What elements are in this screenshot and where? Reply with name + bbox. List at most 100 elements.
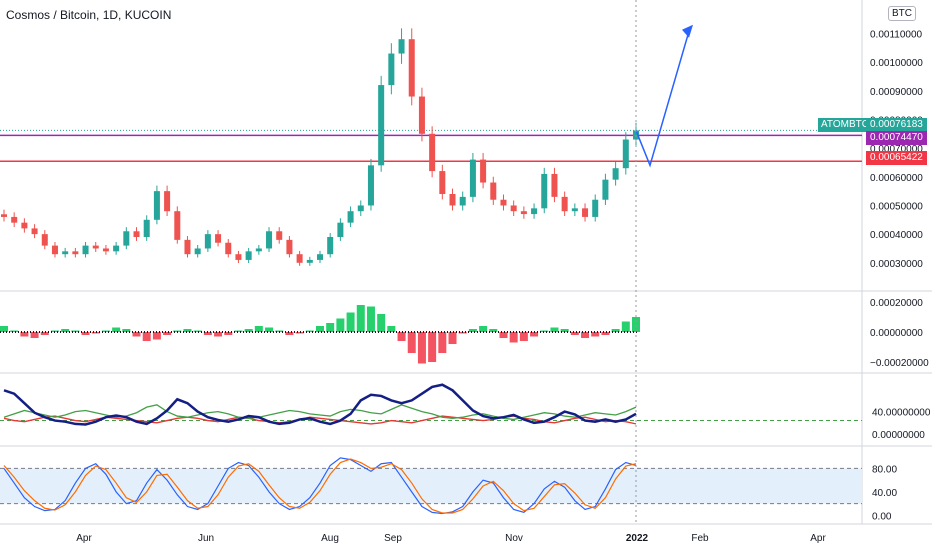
candle-body <box>378 85 385 166</box>
momentum-bar <box>142 332 151 341</box>
price-tick-label: 0.00100000 <box>870 58 923 69</box>
candle-body <box>337 222 344 237</box>
candle-body <box>398 39 405 54</box>
candle-body <box>449 194 456 206</box>
time-tick-label: Feb <box>691 533 709 544</box>
momentum-bar <box>61 329 70 332</box>
red-level-label: 0.00065422 <box>866 151 927 165</box>
momentum-bar <box>336 318 345 332</box>
momentum-bar <box>468 329 477 332</box>
momentum-bar <box>346 312 355 332</box>
candle-body <box>276 231 283 240</box>
momentum-bar <box>285 332 294 335</box>
candle-body <box>612 168 619 180</box>
price-tick-label: 0.00050000 <box>870 201 923 212</box>
momentum-bar <box>10 330 19 332</box>
momentum-bar <box>81 332 90 335</box>
candle-body <box>286 239 293 255</box>
candle-body <box>357 205 364 212</box>
candle-body <box>367 165 374 206</box>
stochastic-tick-label: 0.00 <box>872 511 892 522</box>
momentum-bar <box>224 332 233 335</box>
candle-body <box>245 251 252 260</box>
momentum-bar <box>632 317 640 332</box>
candle-body <box>408 39 415 97</box>
momentum-bar <box>326 323 335 332</box>
momentum-bar <box>20 332 29 337</box>
momentum-bar <box>570 332 579 335</box>
momentum-bar <box>152 332 161 340</box>
momentum-bar <box>489 329 498 332</box>
momentum-bar <box>132 332 141 337</box>
candle-body <box>520 211 527 215</box>
candle-body <box>21 222 28 229</box>
stochastic-tick-label: 40.00 <box>872 488 897 499</box>
momentum-bar <box>265 327 274 332</box>
time-tick-label: Sep <box>384 533 402 544</box>
candle-body <box>215 234 222 243</box>
candle-body <box>72 251 79 255</box>
candle-body <box>133 231 140 237</box>
momentum-tick-label: 0.00000000 <box>870 328 923 339</box>
chart-title: Cosmos / Bitcoin, 1D, KUCOIN <box>6 8 172 22</box>
momentum-bar <box>193 330 202 332</box>
momentum-bar <box>621 321 630 332</box>
momentum-bar <box>183 329 192 332</box>
momentum-tick-label: 0.00020000 <box>870 298 923 309</box>
momentum-bar <box>40 332 49 335</box>
momentum-bar <box>0 326 8 332</box>
directional-series-line <box>3 383 637 426</box>
momentum-bar <box>316 326 324 332</box>
candle-body <box>255 248 262 252</box>
momentum-bar <box>448 332 457 344</box>
stochastic-series-line <box>3 458 637 514</box>
projection-arrow <box>635 27 691 168</box>
candle-body <box>480 159 487 183</box>
candle-body <box>429 133 436 172</box>
candle-body <box>296 254 303 263</box>
price-tick-label: 0.00040000 <box>870 230 923 241</box>
candle-body <box>582 208 589 217</box>
momentum-bar <box>407 332 416 353</box>
candle-body <box>306 259 313 263</box>
momentum-bar <box>387 326 396 332</box>
candle-body <box>418 96 425 134</box>
candle-body <box>469 159 476 197</box>
candle-body <box>41 234 48 246</box>
candle-body <box>490 182 497 200</box>
candle-body <box>592 199 599 217</box>
directional-tick-label: 0.00000000 <box>872 430 925 441</box>
time-tick-label: Apr <box>810 533 826 544</box>
momentum-bar <box>163 332 172 335</box>
candle-body <box>531 208 538 215</box>
momentum-bar <box>530 332 539 337</box>
candle-body <box>632 130 640 140</box>
momentum-bar <box>30 332 39 338</box>
currency-badge[interactable]: BTC <box>888 6 916 21</box>
momentum-bar <box>438 332 447 353</box>
candle-body <box>113 245 120 252</box>
price-tick-label: 0.00090000 <box>870 87 923 98</box>
projection-arrowhead <box>682 24 693 38</box>
momentum-bar <box>112 327 121 332</box>
momentum-bar <box>560 329 569 332</box>
momentum-bar <box>499 332 508 338</box>
momentum-bar <box>366 306 375 332</box>
candle-body <box>347 211 354 223</box>
momentum-bar <box>254 326 263 332</box>
candle-body <box>316 254 324 260</box>
candle-body <box>235 254 242 260</box>
candle-body <box>439 171 446 194</box>
momentum-bar <box>509 332 518 343</box>
momentum-bar <box>581 332 590 338</box>
candle-body <box>31 228 38 235</box>
candle-body <box>225 242 232 255</box>
candle-body <box>123 231 130 246</box>
momentum-tick-label: −0.00020000 <box>870 358 929 369</box>
candle-body <box>551 173 558 197</box>
candle-body <box>602 179 609 200</box>
time-tick-label: 2022 <box>626 533 649 544</box>
candle-body <box>500 199 507 206</box>
candle-body <box>92 245 99 249</box>
